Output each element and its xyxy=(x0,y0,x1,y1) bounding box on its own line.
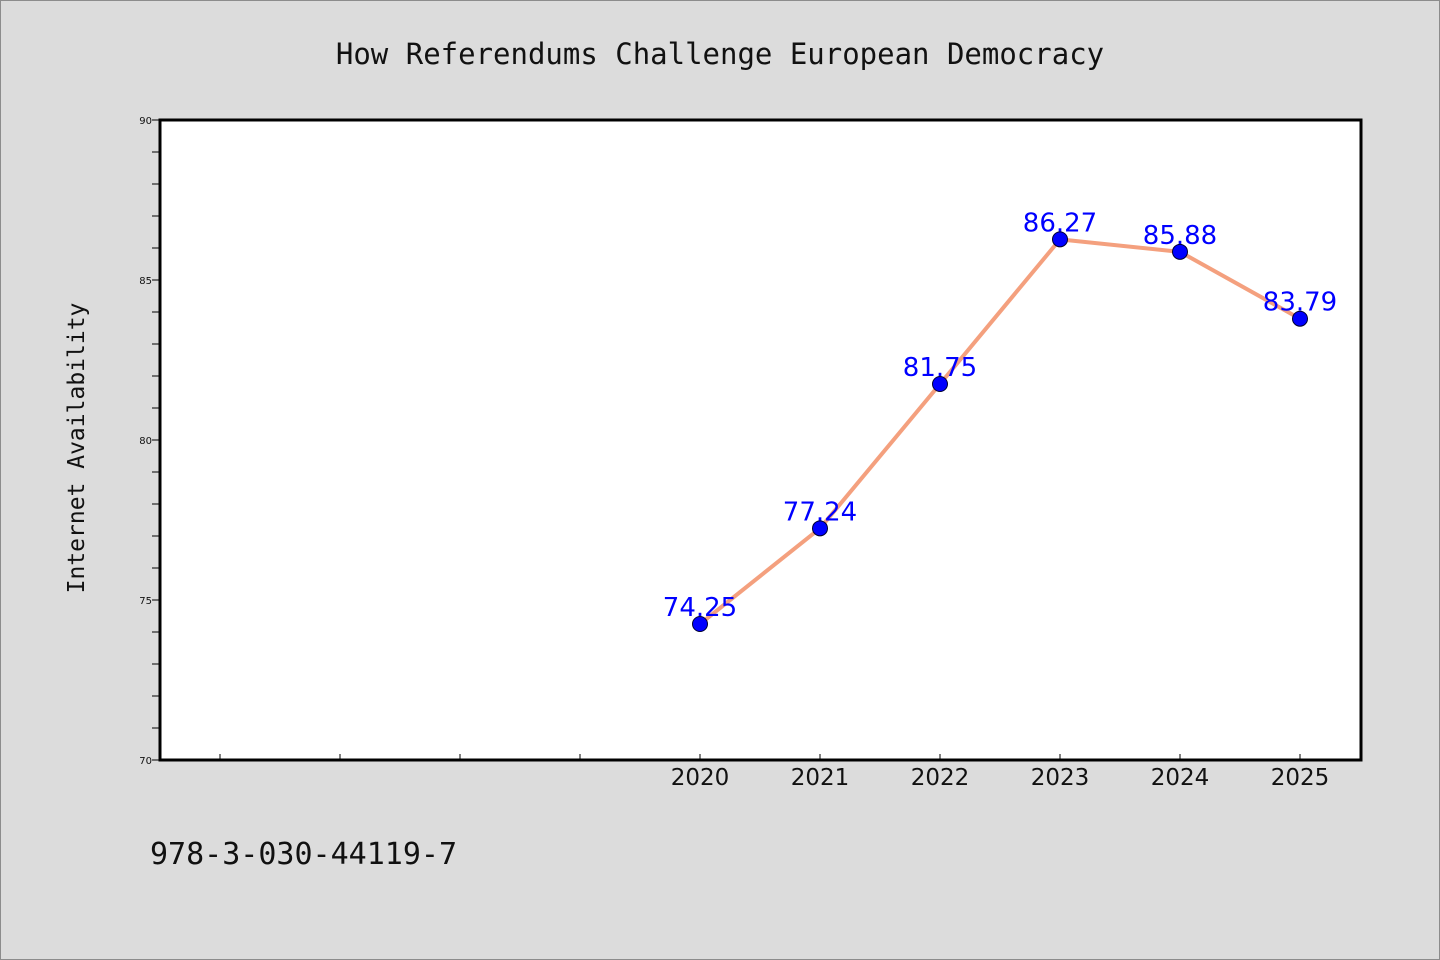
chart-title: How Referendums Challenge European Democ… xyxy=(336,37,1104,71)
data-point xyxy=(1172,243,1188,260)
y-tick-label: 90 xyxy=(139,116,152,127)
data-point xyxy=(692,616,708,632)
x-tick-label: 2021 xyxy=(791,765,850,791)
x-tick-label: 2022 xyxy=(911,765,970,791)
data-point xyxy=(1052,231,1068,248)
data-label: 77.24 xyxy=(783,497,857,527)
data-point xyxy=(932,376,948,392)
series-line xyxy=(698,237,1301,626)
y-tick-label: 85 xyxy=(139,276,152,287)
x-tick-label: 2024 xyxy=(1151,765,1210,791)
series-layer: 74.25 77.24 81.75 86.27 85.88 83.79 xyxy=(663,208,1337,632)
x-tick-label: 2023 xyxy=(1031,765,1090,791)
data-label: 86.27 xyxy=(1023,208,1097,238)
axis-ticks: 70 75 80 85 90 2020 2021 2022 2023 2024 2025 xyxy=(139,116,1329,791)
x-tick-label: 2020 xyxy=(671,765,730,791)
data-label: 83.79 xyxy=(1263,288,1337,318)
isbn-code: 978-3-030-44119-7 xyxy=(150,837,457,872)
data-label: 85.88 xyxy=(1143,221,1217,251)
y-tick-label: 75 xyxy=(139,596,152,607)
y-tick-label: 70 xyxy=(139,756,152,767)
y-axis-label: Internet Availability xyxy=(64,303,90,594)
data-label: 81.75 xyxy=(903,353,977,383)
x-tick-label: 2025 xyxy=(1271,765,1330,791)
data-point xyxy=(1292,310,1308,327)
y-tick-label: 80 xyxy=(139,436,152,447)
data-label: 74.25 xyxy=(663,593,737,623)
plot-area xyxy=(158,118,1363,762)
data-point xyxy=(812,520,828,537)
